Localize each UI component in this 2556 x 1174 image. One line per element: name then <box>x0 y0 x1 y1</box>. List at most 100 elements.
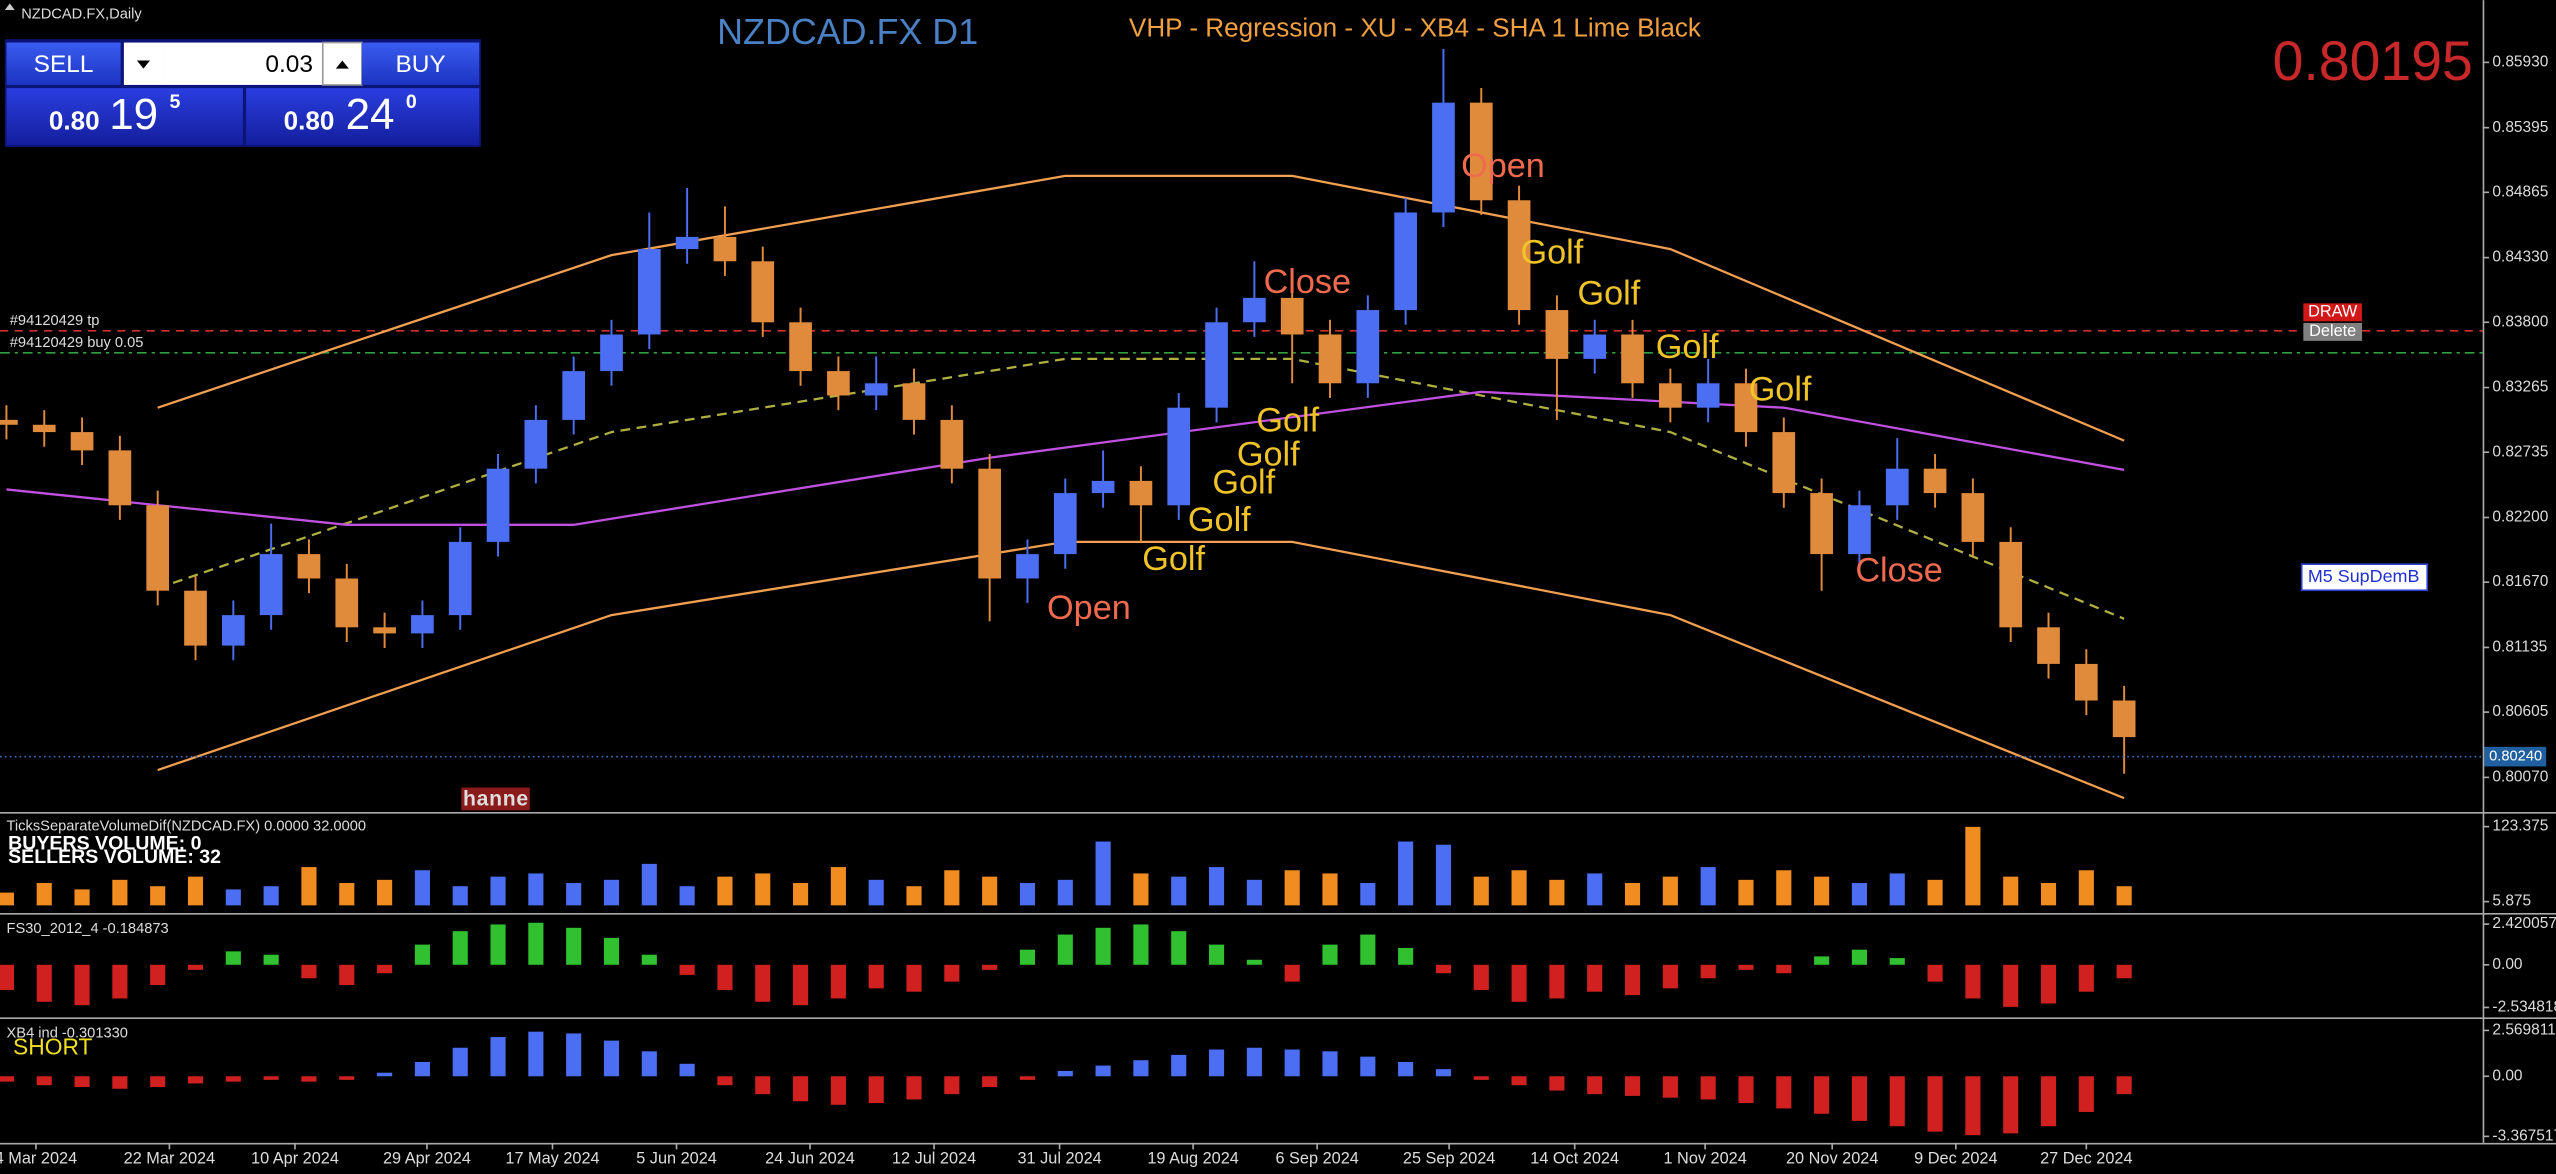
histogram-bar <box>679 886 695 906</box>
x-tick-label: 14 Oct 2024 <box>1530 1149 1619 1167</box>
lot-input[interactable] <box>163 42 323 85</box>
x-tick-label: 1 Nov 2024 <box>1663 1149 1746 1167</box>
x-tick-label: 10 Apr 2024 <box>251 1149 339 1167</box>
histogram-bar <box>301 964 317 979</box>
supdem-label[interactable]: M5 SupDemB <box>2308 566 2420 586</box>
y-tick-label: 0.84865 <box>2492 183 2548 200</box>
histogram-bar <box>2116 886 2132 906</box>
histogram-bar <box>1965 826 1981 906</box>
histogram-bar <box>2078 870 2094 906</box>
histogram-bar <box>1360 934 1376 965</box>
histogram-bar <box>755 873 771 906</box>
ask-pips: 24 <box>346 90 395 139</box>
candle-body <box>1129 480 1153 506</box>
sell-button[interactable] <box>6 42 121 85</box>
stray-label: hanne <box>463 787 528 810</box>
histogram-bar <box>830 964 846 999</box>
draw-label[interactable]: DRAW <box>2308 303 2358 321</box>
candle-body <box>373 627 396 634</box>
delete-button[interactable] <box>2303 322 2363 341</box>
histogram-bar <box>150 886 166 906</box>
histogram-bar <box>906 886 922 906</box>
histogram-bar <box>1511 964 1527 1002</box>
collapse-icon[interactable] <box>4 3 15 10</box>
histogram-bar <box>1398 841 1414 906</box>
candle-body <box>1545 310 1569 359</box>
histogram-bar <box>1322 873 1338 906</box>
buy-label[interactable]: BUY <box>395 51 445 78</box>
histogram-bar <box>1473 1076 1489 1080</box>
candle-body <box>978 468 1001 579</box>
histogram-bar <box>1208 867 1225 906</box>
buy-button[interactable] <box>361 42 480 85</box>
histogram-bar <box>1473 876 1489 906</box>
histogram-bar <box>36 1076 52 1086</box>
histogram-bar <box>263 886 279 906</box>
indicator-list: VHP - Regression - XU - XB4 - SHA 1 Lime… <box>1129 12 1702 42</box>
histogram-bar <box>1549 1076 1565 1091</box>
histogram-bar <box>982 876 998 906</box>
histogram-bar <box>1624 883 1641 906</box>
chart-annotation: Golf <box>1142 540 1205 578</box>
histogram-bar <box>2003 1076 2019 1134</box>
chart-annotation: Golf <box>1749 370 1812 408</box>
indicator-line <box>157 174 2125 442</box>
supdem-button[interactable] <box>2300 563 2429 592</box>
ask-quote[interactable] <box>246 88 480 146</box>
histogram-bar <box>1473 964 1489 991</box>
bid-display: 0.80195 <box>2273 30 2473 92</box>
lot-value[interactable]: 0.03 <box>265 51 313 78</box>
sell-label[interactable]: SELL <box>34 51 94 78</box>
histogram-bar <box>1511 1076 1527 1086</box>
histogram-bar <box>1776 964 1792 974</box>
histogram-bar <box>1171 1054 1187 1077</box>
histogram-bar <box>566 1033 582 1077</box>
candle-body <box>524 419 548 469</box>
histogram-bar <box>1398 1062 1414 1077</box>
histogram-bar <box>1435 1069 1452 1077</box>
histogram-bar <box>1019 1076 1036 1080</box>
up-arrow <box>335 60 349 69</box>
sellers-volume: SELLERS VOLUME: 32 <box>8 846 221 868</box>
candle-body <box>1923 468 1947 494</box>
candle-body <box>1810 493 1833 555</box>
histogram-bar <box>755 1076 771 1095</box>
histogram-bar <box>1738 964 1754 970</box>
histogram-bar <box>2078 1076 2094 1112</box>
histogram-bar <box>1398 947 1414 965</box>
x-tick-label: 25 Sep 2024 <box>1403 1149 1495 1167</box>
histogram-bar <box>490 924 506 965</box>
histogram-bar <box>187 876 204 906</box>
current-price-box <box>2484 746 2547 767</box>
histogram-bar <box>1851 1076 1867 1121</box>
panel-title: FS30_2012_4 -0.184873 <box>7 921 169 937</box>
delete-label[interactable]: Delete <box>2309 322 2356 340</box>
x-tick-label: 24 Jun 2024 <box>765 1149 855 1167</box>
histogram-bar <box>1889 958 1905 965</box>
histogram-bar <box>528 1031 544 1077</box>
chart-annotation: Golf <box>1520 234 1583 272</box>
histogram-bar <box>641 954 657 965</box>
y-tick-label: 0.84330 <box>2492 249 2548 266</box>
histogram-bar <box>868 1076 884 1104</box>
histogram-bar <box>868 964 884 989</box>
histogram-bar <box>1246 1047 1262 1077</box>
bid-quote[interactable] <box>6 88 243 146</box>
candle-body <box>1583 334 1607 359</box>
candle-body <box>108 450 132 506</box>
histogram-bar <box>1171 931 1187 965</box>
histogram-bar <box>528 873 544 906</box>
plot-layer: 4 Mar 2024 22 Mar 2024 10 Apr 2024 29 Apr 2… <box>0 48 2556 1167</box>
candle-body <box>0 419 18 425</box>
draw-button[interactable] <box>2303 303 2363 322</box>
histogram-bar <box>263 954 279 965</box>
histogram-bar <box>2040 1076 2057 1127</box>
histogram-bar <box>1624 964 1641 996</box>
candle-body <box>1507 200 1531 311</box>
histogram-bar <box>1057 1070 1073 1077</box>
histogram-bar <box>1057 879 1073 906</box>
histogram-bar <box>339 1076 355 1080</box>
chart-annotation: Open <box>1461 147 1545 185</box>
histogram-bar <box>1700 964 1716 979</box>
histogram-bar <box>1019 949 1036 965</box>
